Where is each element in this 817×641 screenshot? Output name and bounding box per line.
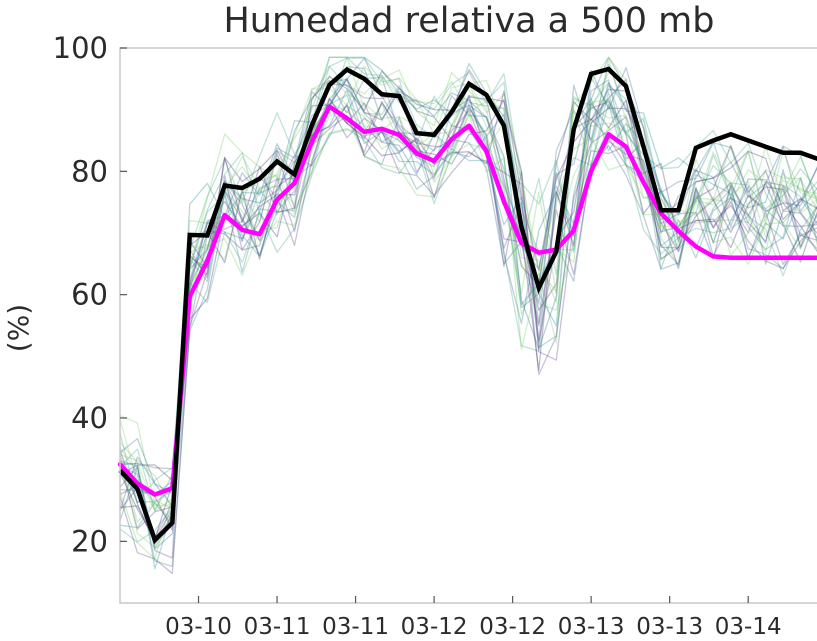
x-tick-label: 03-11 xyxy=(322,614,389,640)
ensemble-member-line xyxy=(119,103,817,575)
ensemble-member-line xyxy=(119,105,817,560)
ensemble-member-line xyxy=(119,83,817,530)
ensemble-member-line xyxy=(119,99,817,523)
ensemble-member-line xyxy=(119,100,817,539)
ensemble-member-line xyxy=(119,88,817,531)
x-tick-label: 03-13 xyxy=(558,614,625,640)
y-tick-label: 100 xyxy=(53,31,108,65)
y-axis: 20 40 60 80 100 xyxy=(53,31,127,558)
ensemble-member-line xyxy=(119,65,817,510)
ensemble-member-line xyxy=(119,78,817,511)
ensemble-member-line xyxy=(119,66,817,496)
y-tick-label: 40 xyxy=(71,401,108,435)
x-tick-label: 03-10 xyxy=(165,614,232,640)
ensemble-member-line xyxy=(119,105,817,512)
ensemble-member-line xyxy=(119,69,817,545)
ensemble-lines xyxy=(119,56,817,575)
ensemble-member-line xyxy=(119,75,817,522)
ensemble-member-line xyxy=(119,56,817,503)
x-axis: 03-10 03-11 03-11 03-12 03-12 03-13 03-13 03-14 xyxy=(165,596,782,640)
x-tick-label: 03-11 xyxy=(244,614,311,640)
ensemble-member-line xyxy=(119,56,817,507)
ensemble-member-line xyxy=(119,76,817,507)
y-tick-label: 60 xyxy=(71,278,108,312)
series-line-mean xyxy=(117,104,817,497)
x-tick-label: 03-14 xyxy=(715,614,782,640)
x-tick-label: 03-13 xyxy=(636,614,703,640)
x-tick-label: 03-12 xyxy=(401,614,468,640)
ensemble-member-line xyxy=(119,94,817,529)
ensemble-member-line xyxy=(119,78,817,482)
ensemble-member-line xyxy=(119,89,817,568)
y-tick-label: 80 xyxy=(71,154,108,188)
series-line-control xyxy=(118,66,817,545)
ensemble-member-line xyxy=(119,102,817,550)
chart-title: Humedad relativa a 500 mb xyxy=(223,1,714,41)
ensemble-member-line xyxy=(119,98,817,540)
ensemble-member-line xyxy=(119,56,817,512)
ensemble-member-line xyxy=(119,91,817,543)
ensemble-member-line xyxy=(119,77,817,570)
plot-frame xyxy=(119,47,817,604)
x-tick-label: 03-12 xyxy=(479,614,546,640)
y-tick-label: 20 xyxy=(71,524,108,558)
ensemble-member-line xyxy=(119,94,817,541)
y-axis-label: (%) xyxy=(2,304,35,352)
series-lines xyxy=(117,66,817,545)
